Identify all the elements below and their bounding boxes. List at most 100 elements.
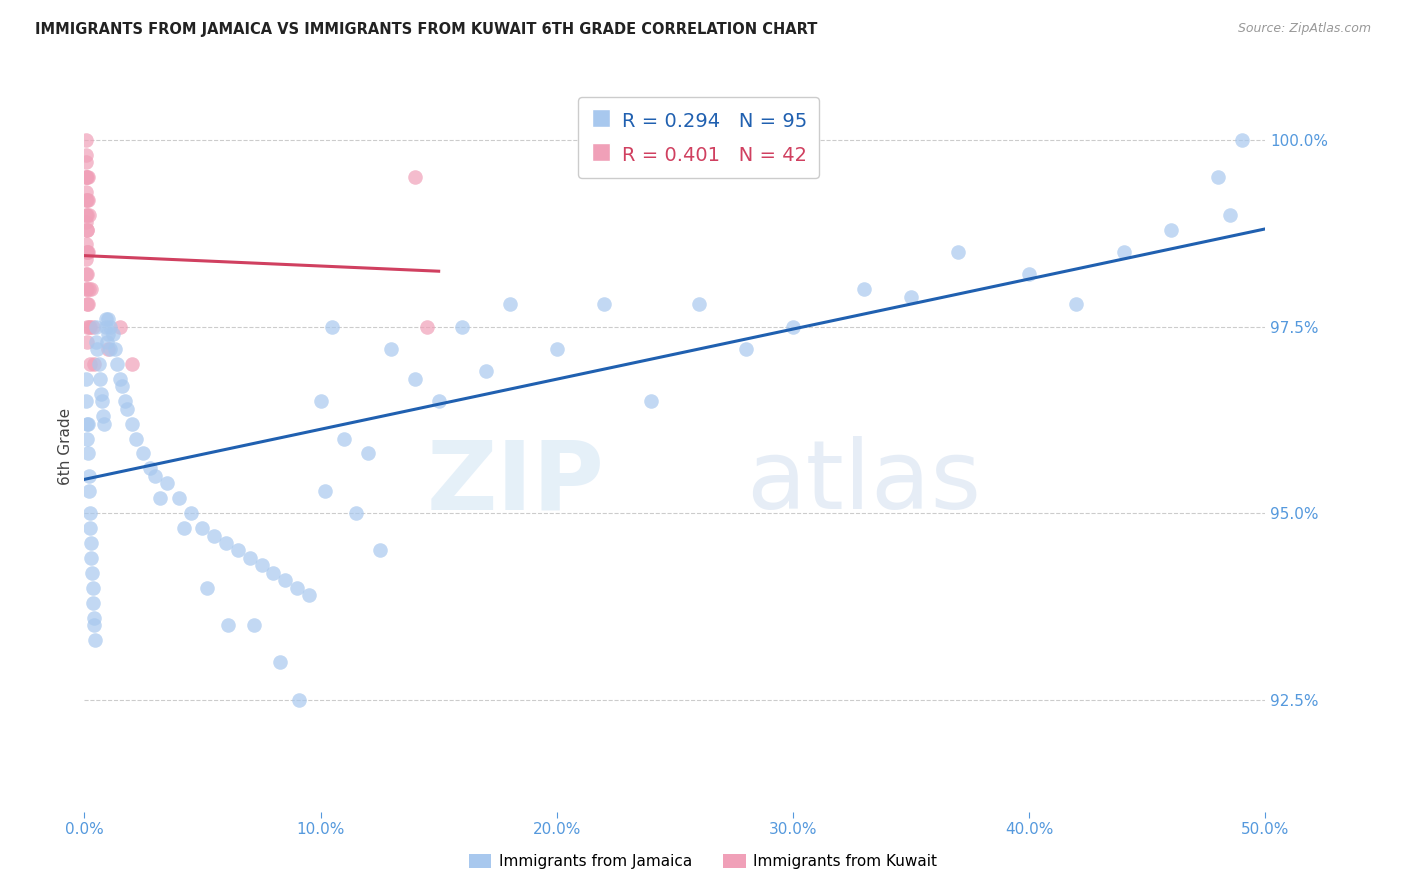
- Point: [114, 394, 136, 409]
- Point: [546, 342, 568, 356]
- Point: [156, 476, 179, 491]
- Point: [226, 543, 249, 558]
- Text: atlas: atlas: [745, 436, 981, 529]
- Point: [852, 282, 875, 296]
- Point: [75, 186, 97, 200]
- Point: [86, 342, 108, 356]
- Point: [108, 372, 131, 386]
- Point: [76, 244, 98, 259]
- Point: [76, 170, 98, 185]
- Point: [76, 252, 98, 267]
- Point: [75, 208, 97, 222]
- Point: [77, 282, 100, 296]
- Point: [404, 170, 426, 185]
- Point: [285, 581, 308, 595]
- Point: [84, 334, 107, 349]
- Point: [76, 297, 98, 311]
- Point: [215, 536, 238, 550]
- Point: [416, 319, 439, 334]
- Point: [82, 596, 104, 610]
- Point: [80, 566, 103, 580]
- Point: [77, 468, 100, 483]
- Point: [321, 319, 343, 334]
- Point: [107, 357, 129, 371]
- Point: [688, 297, 710, 311]
- Point: [98, 342, 121, 356]
- Point: [357, 446, 380, 460]
- Point: [77, 208, 100, 222]
- Point: [143, 468, 166, 483]
- Point: [83, 357, 105, 371]
- Point: [250, 558, 273, 573]
- Point: [1112, 244, 1135, 259]
- Point: [900, 290, 922, 304]
- Text: ZIP: ZIP: [426, 436, 605, 529]
- Point: [91, 394, 114, 409]
- Text: Source: ZipAtlas.com: Source: ZipAtlas.com: [1237, 22, 1371, 36]
- Text: IMMIGRANTS FROM JAMAICA VS IMMIGRANTS FROM KUWAIT 6TH GRADE CORRELATION CHART: IMMIGRANTS FROM JAMAICA VS IMMIGRANTS FR…: [35, 22, 817, 37]
- Point: [368, 543, 391, 558]
- Point: [77, 193, 100, 207]
- Point: [593, 297, 616, 311]
- Point: [191, 521, 214, 535]
- Point: [93, 417, 115, 431]
- Point: [97, 312, 120, 326]
- Point: [298, 588, 321, 602]
- Point: [475, 364, 498, 378]
- Legend: Immigrants from Jamaica, Immigrants from Kuwait: Immigrants from Jamaica, Immigrants from…: [463, 848, 943, 875]
- Point: [76, 208, 98, 222]
- Point: [77, 297, 100, 311]
- Point: [76, 237, 98, 252]
- Point: [76, 268, 98, 282]
- Point: [76, 222, 98, 236]
- Point: [80, 282, 103, 296]
- Point: [782, 319, 804, 334]
- Point: [80, 551, 103, 566]
- Point: [75, 193, 97, 207]
- Point: [75, 133, 97, 147]
- Point: [83, 618, 105, 632]
- Point: [333, 432, 356, 446]
- Point: [269, 656, 291, 670]
- Point: [101, 326, 124, 341]
- Point: [288, 692, 311, 706]
- Y-axis label: 6th Grade: 6th Grade: [58, 408, 73, 484]
- Point: [82, 581, 104, 595]
- Point: [380, 342, 402, 356]
- Point: [79, 357, 101, 371]
- Point: [309, 394, 332, 409]
- Point: [217, 618, 239, 632]
- Point: [139, 461, 162, 475]
- Point: [121, 357, 143, 371]
- Point: [77, 483, 100, 498]
- Point: [1160, 222, 1182, 236]
- Point: [344, 506, 367, 520]
- Point: [314, 483, 336, 498]
- Point: [111, 379, 134, 393]
- Point: [1230, 133, 1253, 147]
- Point: [89, 372, 111, 386]
- Point: [94, 319, 117, 334]
- Point: [80, 536, 103, 550]
- Point: [202, 528, 225, 542]
- Point: [76, 282, 98, 296]
- Point: [97, 326, 120, 341]
- Point: [1206, 170, 1229, 185]
- Point: [96, 334, 118, 349]
- Point: [75, 155, 97, 169]
- Point: [76, 334, 98, 349]
- Point: [75, 372, 97, 386]
- Point: [1066, 297, 1088, 311]
- Point: [76, 417, 98, 431]
- Point: [734, 342, 756, 356]
- Point: [97, 342, 120, 356]
- Point: [121, 417, 143, 431]
- Point: [76, 215, 98, 229]
- Point: [79, 521, 101, 535]
- Point: [404, 372, 426, 386]
- Point: [84, 319, 107, 334]
- Point: [451, 319, 474, 334]
- Point: [77, 244, 100, 259]
- Point: [77, 446, 100, 460]
- Point: [84, 633, 107, 648]
